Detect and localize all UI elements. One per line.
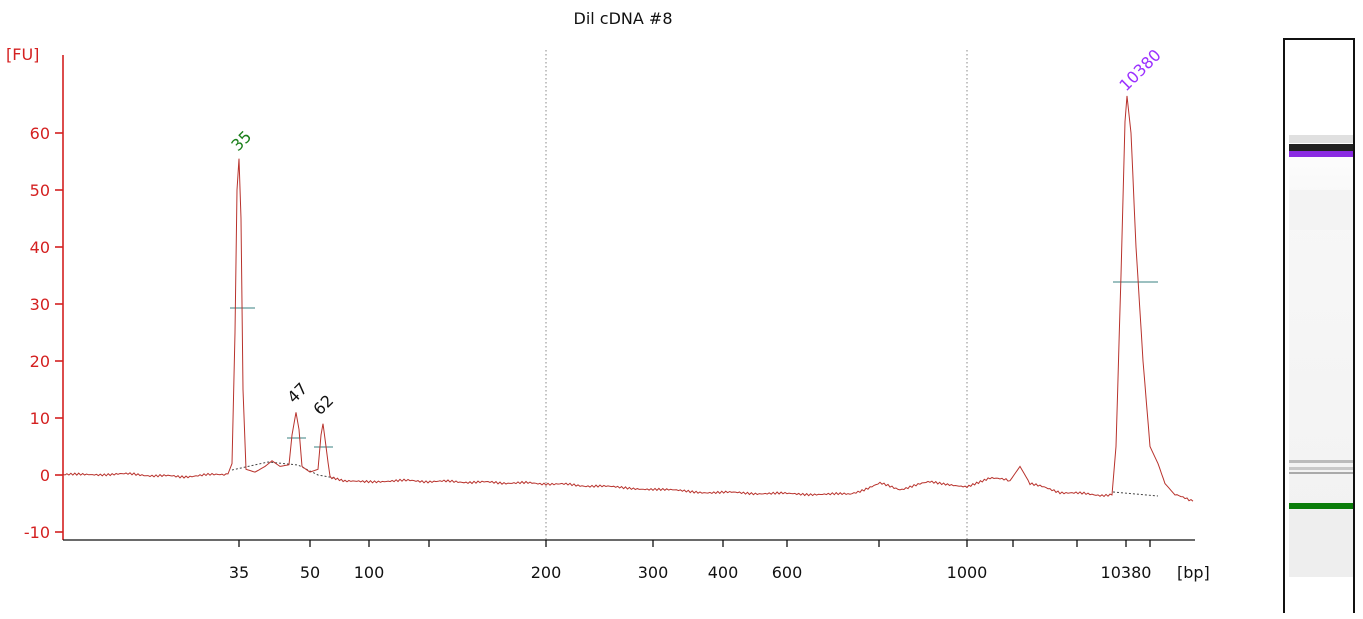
y-tick-label: 30 — [30, 295, 50, 314]
y-tick-label: 40 — [30, 238, 50, 257]
y-tick-label: 0 — [40, 466, 50, 485]
y-tick-label: 60 — [30, 124, 50, 143]
gel-band-lower-marker — [1289, 503, 1353, 509]
x-tick-label: 600 — [772, 563, 803, 582]
x-tick-label: 300 — [638, 563, 669, 582]
y-tick-label: 50 — [30, 181, 50, 200]
y-axis-label: [FU] — [6, 45, 39, 64]
x-tick-label: 400 — [708, 563, 739, 582]
x-axis-label: [bp] — [1177, 563, 1210, 582]
x-tick-group: 35 50 100 200 300 400 600 1000 10380 — [229, 540, 1152, 582]
y-tick-group: -10 0 10 20 30 40 50 60 — [24, 124, 63, 542]
signal-trace — [62, 95, 1194, 502]
gel-lane-frame — [1283, 38, 1355, 613]
x-tick-label: 1000 — [947, 563, 988, 582]
chart-title: Dil cDNA #8 — [574, 9, 673, 28]
peak-label-10380: 10380 — [1115, 45, 1164, 94]
y-tick-label: 20 — [30, 352, 50, 371]
x-tick-label: 10380 — [1101, 563, 1152, 582]
peak-baselines — [231, 461, 1159, 497]
x-tick-label: 35 — [229, 563, 249, 582]
y-tick-label: 10 — [30, 409, 50, 428]
peak-label-35: 35 — [227, 127, 255, 155]
electropherogram-chart: Dil cDNA #8 [FU] -10 0 10 20 30 40 50 60 [bp] 3… — [6, 9, 1210, 582]
peak-label-47: 47 — [283, 379, 311, 407]
peak-halfheight-markers — [230, 281, 1158, 448]
peak-label-62: 62 — [309, 391, 337, 419]
gel-lane-image — [1289, 132, 1353, 577]
x-tick-label: 100 — [354, 563, 385, 582]
x-tick-label: 200 — [531, 563, 562, 582]
y-tick-label: -10 — [24, 523, 50, 542]
x-tick-label: 50 — [300, 563, 320, 582]
gel-band-upper-marker — [1289, 151, 1353, 157]
